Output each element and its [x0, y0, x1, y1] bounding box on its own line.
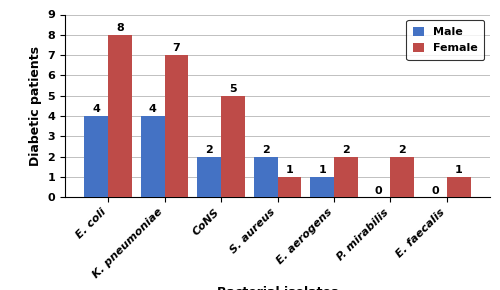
- Bar: [447, 177, 470, 197]
- X-axis label: Bacterial isolates: Bacterial isolates: [217, 286, 338, 290]
- Bar: [254, 157, 278, 197]
- Bar: [84, 116, 108, 197]
- Bar: [141, 116, 165, 197]
- Text: 2: 2: [342, 145, 349, 155]
- Text: 5: 5: [229, 84, 236, 94]
- Bar: [221, 96, 244, 197]
- Text: 1: 1: [455, 165, 462, 175]
- Text: 4: 4: [92, 104, 100, 114]
- Text: 8: 8: [116, 23, 124, 33]
- Y-axis label: Diabetic patients: Diabetic patients: [29, 46, 42, 166]
- Legend: Male, Female: Male, Female: [406, 20, 484, 60]
- Bar: [310, 177, 334, 197]
- Text: 0: 0: [432, 186, 439, 195]
- Text: 4: 4: [148, 104, 156, 114]
- Text: 7: 7: [172, 44, 180, 53]
- Bar: [390, 157, 414, 197]
- Bar: [164, 55, 188, 197]
- Bar: [108, 35, 132, 197]
- Bar: [334, 157, 357, 197]
- Text: 0: 0: [375, 186, 382, 195]
- Text: 2: 2: [262, 145, 270, 155]
- Text: 1: 1: [318, 165, 326, 175]
- Bar: [198, 157, 221, 197]
- Text: 1: 1: [286, 165, 293, 175]
- Bar: [278, 177, 301, 197]
- Text: 2: 2: [398, 145, 406, 155]
- Text: 2: 2: [206, 145, 213, 155]
